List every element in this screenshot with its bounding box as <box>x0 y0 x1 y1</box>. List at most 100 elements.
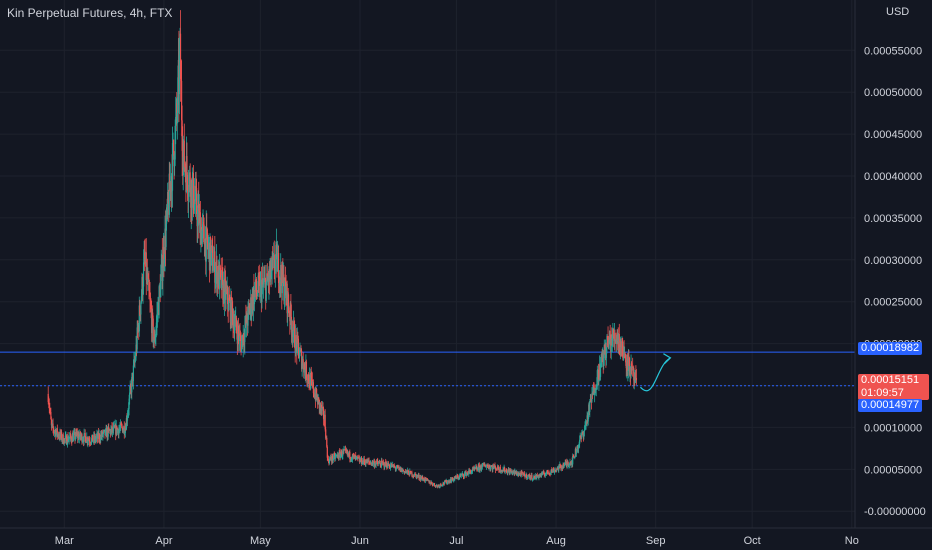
candle-body <box>118 428 121 430</box>
candle-body <box>590 400 592 402</box>
candle-body <box>139 305 141 315</box>
currency-label[interactable]: USD <box>884 6 912 18</box>
candle-body <box>283 274 285 301</box>
candle-body <box>296 336 298 354</box>
candle-body <box>493 466 495 469</box>
candle-body <box>329 459 331 460</box>
candle-body <box>610 338 612 353</box>
candle-body <box>128 398 130 409</box>
candle-body <box>154 337 156 344</box>
candle-body <box>623 346 625 356</box>
candle-body <box>299 350 301 356</box>
candle-body <box>389 465 392 468</box>
candle-body <box>142 286 144 295</box>
candle-body <box>391 464 393 468</box>
candle-body <box>298 355 301 359</box>
time-axis[interactable]: Mar Apr May Jun Jul Aug Sep Oct No <box>55 535 859 547</box>
candle-body <box>412 475 415 477</box>
candle-body <box>501 470 503 473</box>
candle-body <box>238 333 241 342</box>
candle-body <box>536 475 538 479</box>
candle-body <box>149 296 151 301</box>
candle-body <box>614 333 616 341</box>
candle-body <box>439 485 441 487</box>
candle-body <box>52 423 54 429</box>
candle-body <box>311 377 313 380</box>
candle-body <box>507 470 509 474</box>
candle-body <box>76 432 78 435</box>
candle-body <box>51 424 53 426</box>
candle-body <box>577 445 580 449</box>
candle-body <box>250 297 252 315</box>
candle-body <box>558 465 560 471</box>
candle-body <box>175 116 177 126</box>
candle-body <box>100 434 102 441</box>
candle-body <box>152 312 154 319</box>
candle-body <box>396 465 398 469</box>
candle-body <box>334 456 336 459</box>
candle-body <box>568 463 571 465</box>
candle-body <box>212 269 214 272</box>
price-axis[interactable]: 0.00055000 0.00050000 0.00045000 0.00040000… <box>864 45 926 518</box>
candle-body <box>186 156 188 175</box>
candle-body <box>49 410 51 413</box>
candle-body <box>307 374 310 381</box>
candle-body <box>463 473 466 477</box>
candle-body <box>372 462 374 465</box>
candle-body <box>487 465 489 468</box>
candle-body <box>457 476 459 479</box>
candle-body <box>145 252 147 281</box>
candle-body <box>130 386 132 387</box>
candle-body <box>573 456 575 458</box>
forecast-arrow-drawing[interactable] <box>639 353 672 391</box>
candle-body <box>631 363 633 367</box>
candle-body <box>542 472 544 475</box>
horizontal-levels[interactable] <box>0 351 855 387</box>
candle-body <box>326 446 328 458</box>
upper-line-price-tag: 0.00018982 <box>858 342 923 355</box>
candle-body <box>351 458 353 460</box>
candle-body <box>264 278 266 280</box>
candle-body <box>354 455 356 459</box>
time-tick-label: Aug <box>546 535 566 547</box>
candle-body <box>312 382 314 394</box>
candle-body <box>70 433 72 438</box>
candle-body <box>68 438 70 440</box>
candle-body <box>198 211 200 225</box>
candle-body <box>122 429 124 433</box>
candle-body <box>337 457 340 459</box>
candle-body <box>133 360 135 366</box>
candle-body <box>316 388 318 399</box>
candle-body <box>514 470 516 474</box>
candle-body <box>152 318 154 342</box>
candle-body <box>85 436 87 443</box>
candle-body <box>494 466 497 471</box>
candle-body <box>570 462 572 466</box>
candle-body <box>330 457 332 461</box>
candle-body <box>84 433 86 437</box>
price-tick-label: 0.00035000 <box>864 213 922 225</box>
candle-body <box>630 363 632 376</box>
candle-body <box>300 350 302 351</box>
candle-body <box>355 455 357 458</box>
candle-body <box>635 377 638 381</box>
candle-body <box>435 485 437 488</box>
candle-body <box>452 477 454 480</box>
candle-body <box>136 327 138 350</box>
candle-body <box>186 174 189 192</box>
price-tick-label: 0.00010000 <box>864 422 922 434</box>
candle-body <box>304 364 306 369</box>
candle-body <box>429 481 431 484</box>
candle-body <box>269 272 271 280</box>
candle-body <box>625 358 627 363</box>
candle-body <box>47 393 49 403</box>
candle-body <box>283 295 286 301</box>
candle-body <box>549 473 551 475</box>
candle-body <box>253 290 256 305</box>
candle-body <box>597 369 599 383</box>
candle-body <box>497 465 499 470</box>
candle-body <box>139 314 141 316</box>
candle-body <box>150 305 152 313</box>
candle-body <box>603 358 605 365</box>
